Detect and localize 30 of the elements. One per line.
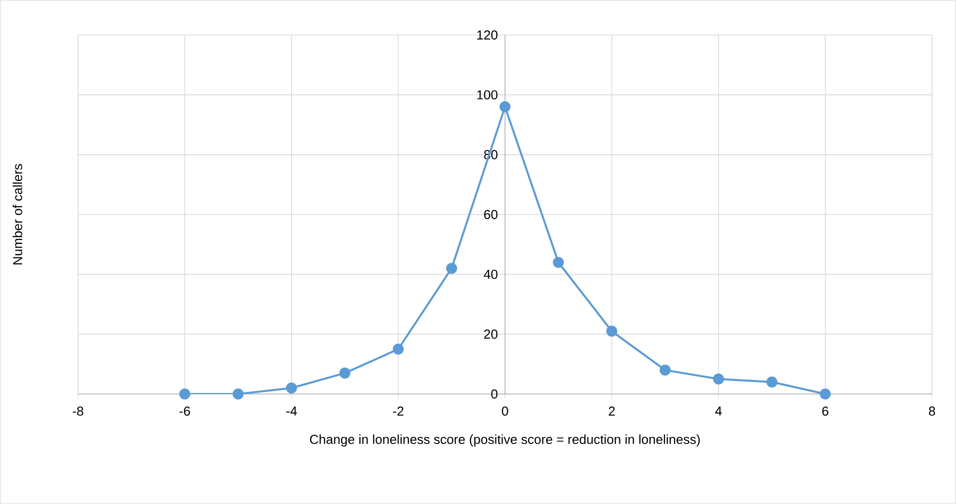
y-tick-label: 40	[484, 270, 498, 279]
point	[552, 256, 564, 268]
point	[446, 262, 458, 274]
point	[713, 374, 724, 385]
y-tick-label: 20	[484, 330, 498, 339]
y-tick-label: 60	[484, 210, 498, 220]
point	[286, 382, 298, 394]
y-axis-title: Number of callers	[12, 164, 22, 264]
point	[660, 364, 671, 376]
point	[500, 101, 511, 112]
point	[339, 368, 350, 379]
x-tick-label: 8	[928, 406, 936, 416]
point	[766, 376, 778, 388]
x-tick-label: -2	[393, 406, 404, 416]
point	[606, 326, 618, 337]
x-tick-label: -8	[72, 406, 84, 416]
x-tick-label: 6	[822, 406, 828, 416]
y-tick-label: 0	[491, 389, 498, 399]
point	[820, 388, 831, 400]
point	[232, 388, 244, 400]
y-tick-label: 100	[477, 90, 498, 100]
x-axis-title: Change in loneliness score (positive score = reduction in loneliness)	[310, 434, 700, 447]
point	[179, 388, 190, 400]
x-tick-label: 4	[715, 406, 722, 416]
point	[392, 344, 404, 355]
y-tick-label: 120	[477, 30, 498, 40]
x-tick-label: -6	[180, 406, 190, 416]
x-tick-label: 2	[608, 406, 615, 416]
x-tick-label: -4	[286, 406, 297, 416]
x-tick-label: 0	[502, 406, 508, 416]
